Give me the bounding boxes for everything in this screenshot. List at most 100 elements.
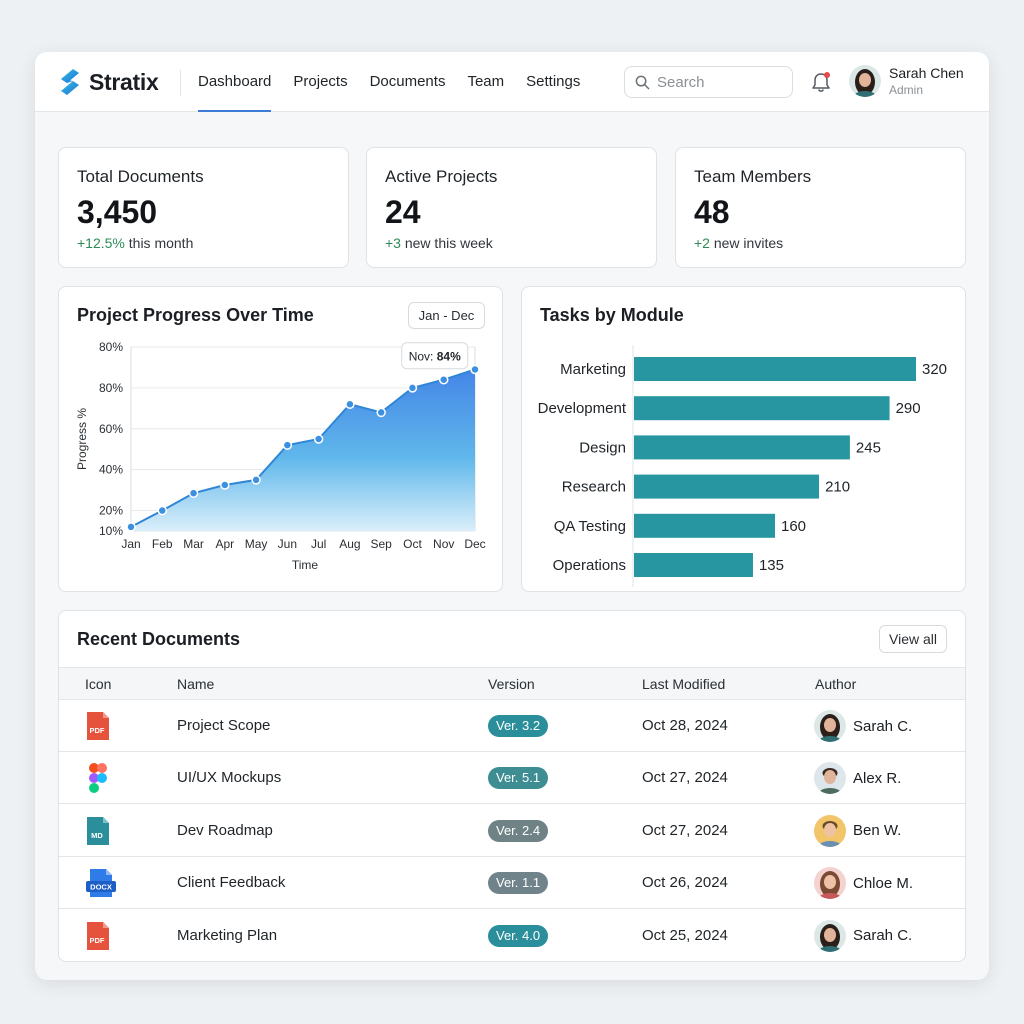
table-row[interactable]: DOCX Client Feedback Ver. 1.1 Oct 26, 2024 C… <box>59 857 965 910</box>
nav-team[interactable]: Team <box>467 73 505 90</box>
bar-development[interactable] <box>634 396 890 421</box>
app-logo[interactable]: Stratix <box>57 67 159 97</box>
x-tick-label: Sep <box>371 537 393 551</box>
documents-table-header: Icon Name Version Last Modified Author <box>59 667 965 700</box>
bar-research[interactable] <box>634 474 820 499</box>
table-row[interactable]: MD Dev Roadmap Ver. 2.4 Oct 27, 2024 Ben W. <box>59 805 965 857</box>
table-row[interactable]: PDF Marketing Plan Ver. 4.0 Oct 25, 2024 Sar… <box>59 910 965 962</box>
data-point-aug[interactable] <box>345 399 355 409</box>
md-file-icon: MD <box>85 815 111 852</box>
stat-label: Active Projects <box>385 167 498 186</box>
notifications-button[interactable] <box>810 70 832 99</box>
x-tick-label: Mar <box>183 537 204 551</box>
stat-value: 24 <box>385 194 421 230</box>
bar-marketing[interactable] <box>634 357 916 381</box>
app-name: Stratix <box>89 68 159 95</box>
y-tick-label: 10% <box>99 524 123 538</box>
author-name: Sarah C. <box>853 927 913 945</box>
stat-note: +12.5% this month <box>77 235 193 251</box>
table-row[interactable]: UI/UX Mockups Ver. 5.1 Oct 27, 2024 Alex R. <box>59 752 965 805</box>
column-header-author[interactable]: Author <box>815 676 857 692</box>
document-name[interactable]: UI/UX Mockups <box>177 769 282 787</box>
x-tick-label: Apr <box>215 537 234 551</box>
search-input[interactable] <box>657 73 777 91</box>
last-modified: Oct 27, 2024 <box>642 821 728 839</box>
x-tick-label: Feb <box>152 537 173 551</box>
data-point-dec[interactable] <box>470 364 480 375</box>
data-point-sep[interactable] <box>376 407 386 418</box>
pdf-file-icon: PDF <box>85 920 111 957</box>
bar-category-label: Research <box>562 479 626 496</box>
bar-design[interactable] <box>634 435 850 460</box>
document-name[interactable]: Dev Roadmap <box>177 821 273 839</box>
bar-value-label: 320 <box>922 361 947 378</box>
column-header-version[interactable]: Version <box>488 676 535 692</box>
author-name: Alex R. <box>853 769 902 787</box>
stat-note-text: this month <box>124 235 194 251</box>
stat-delta: +2 <box>694 235 710 251</box>
view-all-button[interactable]: View all <box>879 625 947 653</box>
x-tick-label: Nov <box>433 537 454 551</box>
data-point-jan[interactable] <box>126 522 136 532</box>
column-header-icon[interactable]: Icon <box>85 676 112 692</box>
x-tick-label: Jun <box>278 537 297 551</box>
tooltip-value: 84% <box>437 350 461 364</box>
stat-note: +3 new this week <box>385 235 493 251</box>
document-name[interactable]: Project Scope <box>177 717 271 734</box>
last-modified: Oct 28, 2024 <box>642 717 728 734</box>
data-point-may[interactable] <box>251 475 261 485</box>
bar-category-label: Operations <box>553 557 626 574</box>
avatar-sarah <box>814 919 846 952</box>
data-point-oct[interactable] <box>407 383 418 393</box>
nav-documents[interactable]: Documents <box>369 73 446 90</box>
stat-card-team-members: Team Members 48 +2 new invites <box>675 147 966 268</box>
author: Ben W. <box>814 814 901 847</box>
docx-file-icon: DOCX <box>85 867 117 904</box>
nav-dashboard[interactable]: Dashboard <box>198 52 272 112</box>
user-menu[interactable]: Sarah Chen Admin <box>849 65 964 97</box>
x-axis-label: Time <box>292 558 319 572</box>
data-point-mar[interactable] <box>188 488 199 498</box>
avatar-chloe <box>814 867 846 900</box>
pdf-file-icon: PDF <box>85 710 111 747</box>
document-name[interactable]: Marketing Plan <box>177 926 278 944</box>
version-badge: Ver. 4.0 <box>488 924 549 947</box>
stat-value: 48 <box>694 194 730 230</box>
svg-text:MD: MD <box>91 831 103 840</box>
last-modified: Oct 26, 2024 <box>642 874 728 892</box>
nav-settings[interactable]: Settings <box>526 73 581 90</box>
search-box[interactable] <box>624 66 793 98</box>
x-tick-label: Jul <box>311 537 326 551</box>
date-range-button[interactable]: Jan - Dec <box>408 302 485 329</box>
last-modified: Oct 27, 2024 <box>642 769 728 787</box>
author-name: Chloe M. <box>853 874 914 892</box>
bar-operations[interactable] <box>634 553 753 577</box>
bar-value-label: 160 <box>781 518 806 535</box>
y-tick-label: 60% <box>99 422 123 436</box>
progress-area-chart: 10% 20% 40% 60% 80% 80% Jan Feb Mar Apr May Jun Jul A… <box>75 340 486 572</box>
column-header-name[interactable]: Name <box>177 676 215 692</box>
stat-delta: +3 <box>385 235 401 251</box>
author: Chloe M. <box>814 867 914 900</box>
recent-documents-card: Recent Documents View all Icon Name Vers… <box>58 610 966 962</box>
bar-qa-testing[interactable] <box>634 513 775 538</box>
x-tick-label: Oct <box>403 537 422 551</box>
data-point-apr[interactable] <box>220 480 230 490</box>
table-row[interactable]: PDF Project Scope Ver. 3.2 Oct 28, 2024 Sara… <box>59 700 965 752</box>
data-point-jun[interactable] <box>282 440 293 450</box>
stat-note-text: new invites <box>709 235 784 251</box>
search-icon <box>635 75 650 89</box>
data-point-feb[interactable] <box>157 505 168 516</box>
data-point-nov[interactable] <box>438 374 449 385</box>
y-tick-label: 80% <box>99 340 123 354</box>
stat-note: +2 new invites <box>694 235 783 251</box>
column-header-last-modified[interactable]: Last Modified <box>642 676 726 692</box>
x-tick-label: Jan <box>121 537 140 551</box>
y-tick-label: 20% <box>99 504 123 518</box>
svg-text:PDF: PDF <box>90 726 105 735</box>
stat-card-total-documents: Total Documents 3,450 +12.5% this month <box>58 147 349 268</box>
document-name[interactable]: Client Feedback <box>177 874 286 892</box>
data-point-jul[interactable] <box>313 434 324 444</box>
avatar-alex <box>814 762 846 795</box>
nav-projects[interactable]: Projects <box>293 73 348 90</box>
